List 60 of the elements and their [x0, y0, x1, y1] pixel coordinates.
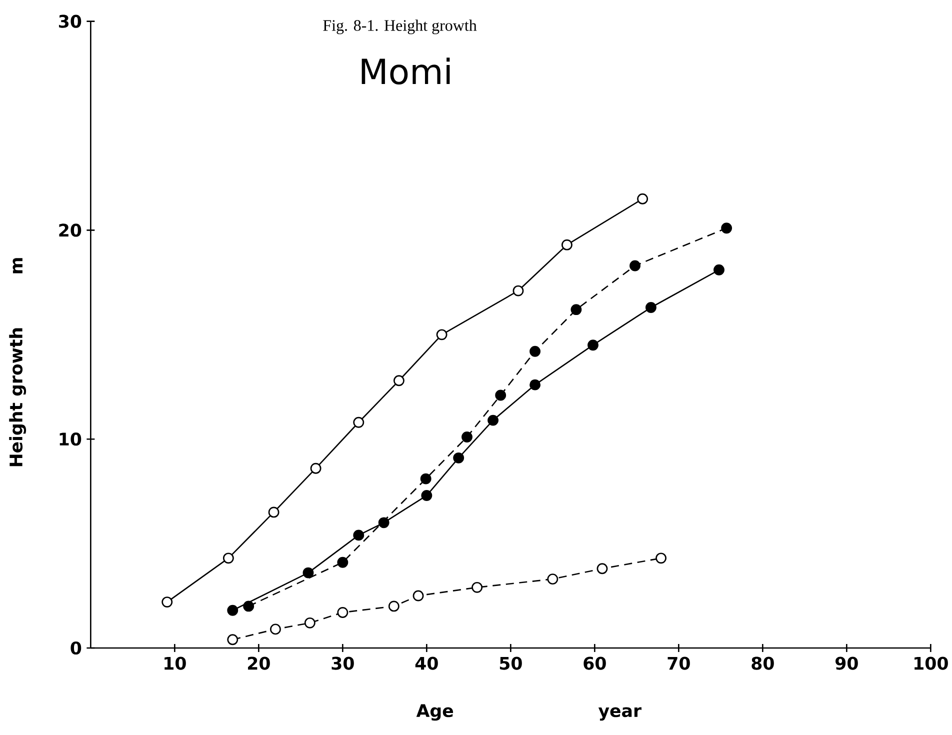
point: [530, 346, 540, 358]
point: [243, 600, 254, 612]
x-axis-title: Age: [416, 704, 454, 721]
point: [530, 379, 540, 390]
x-tick-label: 100: [914, 656, 948, 670]
y-tick-label: 20: [59, 224, 82, 237]
point: [512, 285, 524, 296]
point: [656, 552, 666, 564]
point: [721, 222, 732, 234]
x-tick-label: 10: [164, 656, 186, 670]
point: [310, 463, 322, 474]
point: [645, 302, 656, 314]
point: [561, 240, 572, 250]
point: [227, 605, 238, 616]
point: [353, 417, 364, 428]
point: [268, 506, 280, 518]
x-tick-label: 20: [248, 656, 270, 670]
x-tick-label: 70: [668, 656, 690, 670]
point: [162, 596, 173, 608]
y-axis-title: Height growth: [9, 328, 26, 466]
point: [436, 329, 448, 340]
y-tick-label: 30: [58, 14, 82, 28]
x-tick-label: 40: [415, 656, 438, 670]
x-tick-label: 30: [332, 656, 354, 670]
x-tick-label: 90: [836, 656, 858, 670]
point: [353, 530, 364, 541]
point: [588, 340, 598, 351]
point: [222, 552, 234, 564]
point: [304, 618, 316, 629]
point: [337, 557, 348, 568]
point: [337, 607, 348, 618]
text: m: [12, 258, 22, 274]
point: [570, 304, 582, 316]
point: [412, 590, 424, 602]
x-tick-label: 80: [752, 656, 774, 670]
x-tick-label: 60: [584, 656, 606, 670]
point: [453, 452, 464, 464]
point: [270, 624, 281, 635]
chart-title: Fig. 8-1. Height growth: [323, 20, 477, 34]
point: [378, 517, 390, 528]
y-tick-label: 10: [60, 432, 82, 446]
point: [547, 574, 558, 585]
point: [714, 264, 724, 276]
x-tick-label: 50: [500, 656, 522, 670]
y-tick-label: 0: [70, 642, 82, 655]
point: [227, 634, 238, 646]
point: [421, 490, 432, 502]
point: [488, 415, 498, 426]
point: [302, 568, 314, 578]
point: [637, 194, 648, 205]
point: [495, 390, 506, 401]
point: [462, 432, 472, 443]
text: year: [598, 707, 642, 721]
text: Momi: [362, 58, 450, 85]
point: [393, 375, 404, 386]
point: [472, 582, 483, 594]
point: [420, 473, 432, 484]
point: [388, 600, 400, 612]
point: [630, 260, 640, 272]
point: [596, 563, 608, 574]
